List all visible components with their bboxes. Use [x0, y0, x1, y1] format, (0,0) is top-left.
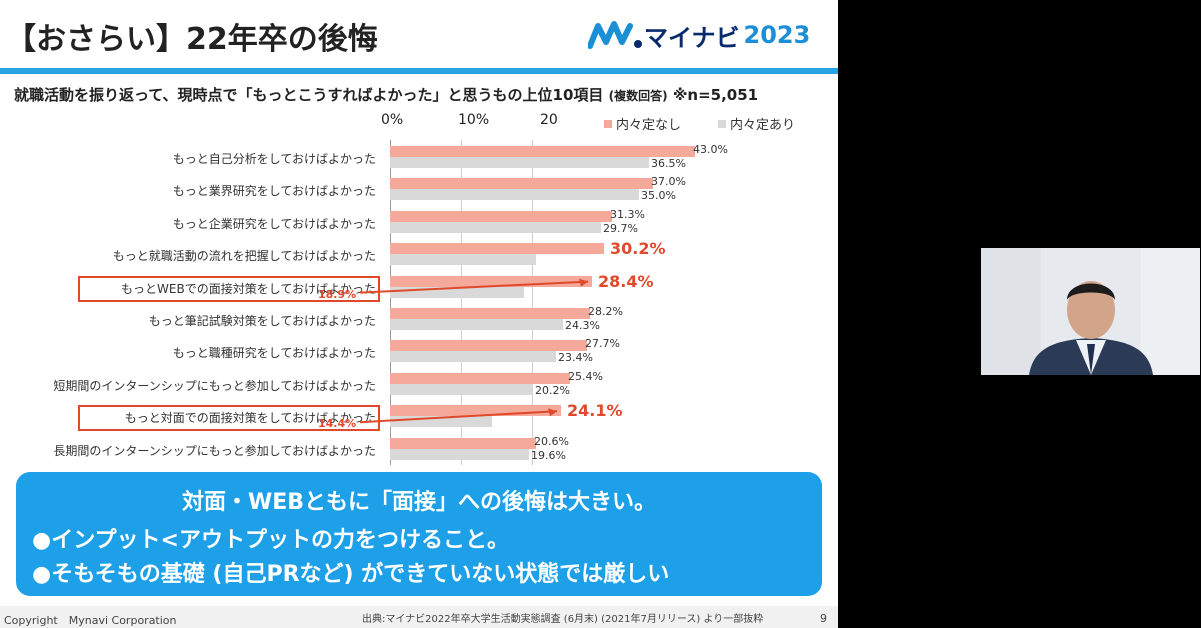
page-number: 9: [820, 612, 827, 625]
category-label: もっと筆記試験対策をしておけばよかった: [148, 314, 376, 328]
axis-tick-label: 20: [540, 112, 558, 128]
data-label-has-offer: 14.4%: [318, 417, 357, 431]
bar-no-offer: [390, 308, 590, 319]
bar-has-offer: [390, 448, 529, 460]
gridline: [532, 140, 533, 465]
data-label-has-offer: 35.0%: [641, 189, 676, 203]
category-label: もっと就職活動の流れを把握しておけばよかった: [112, 249, 376, 264]
bar-no-offer: [390, 210, 612, 222]
category-label: もっと企業研究をしておけばよかった: [172, 216, 376, 231]
bar-has-offer: [390, 157, 649, 168]
callout-point-1: ●インプット<アウトプットの力をつけること。: [32, 528, 509, 553]
data-label-no-offer: 25.4%: [568, 369, 603, 383]
slide-footer: Copyright Mynavi Corporation 出典:マイナビ2022…: [0, 606, 838, 628]
data-label-no-offer: 30.2%: [610, 239, 666, 259]
bar-has-offer: [390, 221, 601, 233]
legend-item: 内々定あり: [718, 114, 795, 133]
highlight-box: [78, 275, 380, 302]
presentation-slide: 【おさらい】22年卒の後悔 マイナビ 2023 就職活動を振り返って、現時点で「…: [0, 0, 838, 628]
source-text: 出典:マイナビ2022年卒大学生活動実態調査 (6月末) (2021年7月リリー…: [362, 614, 764, 625]
data-label-no-offer: 28.2%: [588, 305, 623, 318]
category-label: もっと職種研究をしておけばよかった: [172, 346, 376, 361]
growth-arrow: [359, 278, 589, 294]
legend-label: 内々定なし: [616, 118, 682, 133]
data-label-has-offer: 29.7%: [603, 221, 638, 235]
data-label-has-offer: 23.4%: [558, 351, 593, 365]
presenter-video: [981, 248, 1200, 375]
data-label-no-offer: 27.7%: [585, 337, 620, 351]
category-label: もっと対面での面接対策をしておけばよかった: [124, 411, 376, 426]
category-label: もっとWEBでの面接対策をしておけばよかった: [121, 281, 376, 296]
bar-no-offer: [390, 275, 592, 287]
data-label-no-offer: 20.6%: [534, 434, 569, 448]
legend-swatch: [604, 119, 612, 128]
summary-callout: 対面・WEBともに「面接」への後悔は大きい。 ●インプット<アウトプットの力をつ…: [16, 472, 822, 596]
bar-no-offer: [390, 178, 653, 190]
data-label-has-offer: 19.6%: [531, 448, 566, 462]
presenter-video-frame: [981, 248, 1200, 375]
legend-swatch: [718, 119, 726, 128]
axis-tick-label: 0%: [381, 112, 404, 128]
bar-no-offer: [390, 372, 570, 384]
brand-name: マイナビ: [644, 23, 740, 52]
data-label-has-offer: 24.3%: [565, 319, 600, 332]
copyright-text: Copyright Mynavi Corporation: [4, 614, 177, 627]
chart-subtitle: 就職活動を振り返って、現時点で「もっとこうすればよかった」と思うもの上位10項目…: [14, 84, 758, 105]
gridline: [461, 140, 462, 465]
bar-has-offer: [390, 351, 556, 363]
subtitle-main: 就職活動を振り返って、現時点で「もっとこうすればよかった」と思うもの上位10項目: [14, 86, 604, 104]
slide-title: 【おさらい】22年卒の後悔: [6, 22, 378, 57]
highlight-box: [78, 405, 380, 432]
subtitle-n: ※n=5,051: [672, 86, 759, 104]
bar-has-offer: [390, 416, 492, 428]
brand-logo: マイナビ 2023: [588, 18, 810, 52]
data-label-has-offer: 36.5%: [651, 157, 686, 170]
data-label-no-offer: 43.0%: [693, 143, 728, 156]
bar-has-offer: [390, 254, 536, 266]
bar-has-offer: [390, 319, 563, 330]
subtitle-note: (複数回答): [608, 89, 668, 103]
brand-year: 2023: [743, 21, 811, 49]
mynavi-logo-icon: [588, 21, 642, 49]
data-label-no-offer: 24.1%: [567, 401, 623, 421]
category-label: もっと自己分析をしておけばよかった: [172, 152, 376, 166]
bar-has-offer: [390, 286, 524, 298]
bar-no-offer: [390, 146, 695, 157]
legend-label: 内々定あり: [730, 118, 796, 133]
data-label-has-offer: 18.9%: [318, 287, 357, 301]
bar-no-offer: [390, 405, 561, 417]
data-label-no-offer: 28.4%: [598, 271, 654, 291]
legend-item: 内々定なし: [604, 114, 681, 133]
category-label: 短期間のインターンシップにもっと参加しておけばよかった: [53, 378, 376, 393]
axis-tick-label: 10%: [458, 112, 490, 128]
bar-no-offer: [390, 340, 587, 352]
chart-axis-line: [390, 140, 391, 465]
bar-has-offer: [390, 189, 639, 201]
growth-arrow: [359, 408, 558, 424]
bar-no-offer: [390, 437, 536, 449]
callout-headline: 対面・WEBともに「面接」への後悔は大きい。: [181, 490, 657, 515]
data-label-no-offer: 37.0%: [651, 175, 686, 189]
category-label: 長期間のインターンシップにもっと参加しておけばよかった: [53, 443, 376, 458]
category-label: もっと業界研究をしておけばよかった: [172, 184, 376, 199]
bar-has-offer: [390, 383, 533, 395]
header-rule: [0, 68, 838, 74]
bar-no-offer: [390, 243, 604, 255]
data-label-no-offer: 31.3%: [610, 207, 645, 221]
data-label-has-offer: 20.2%: [535, 383, 570, 397]
callout-point-2: ●そもそもの基礎 (自己PRなど) ができていない状態では厳しい: [32, 562, 670, 587]
